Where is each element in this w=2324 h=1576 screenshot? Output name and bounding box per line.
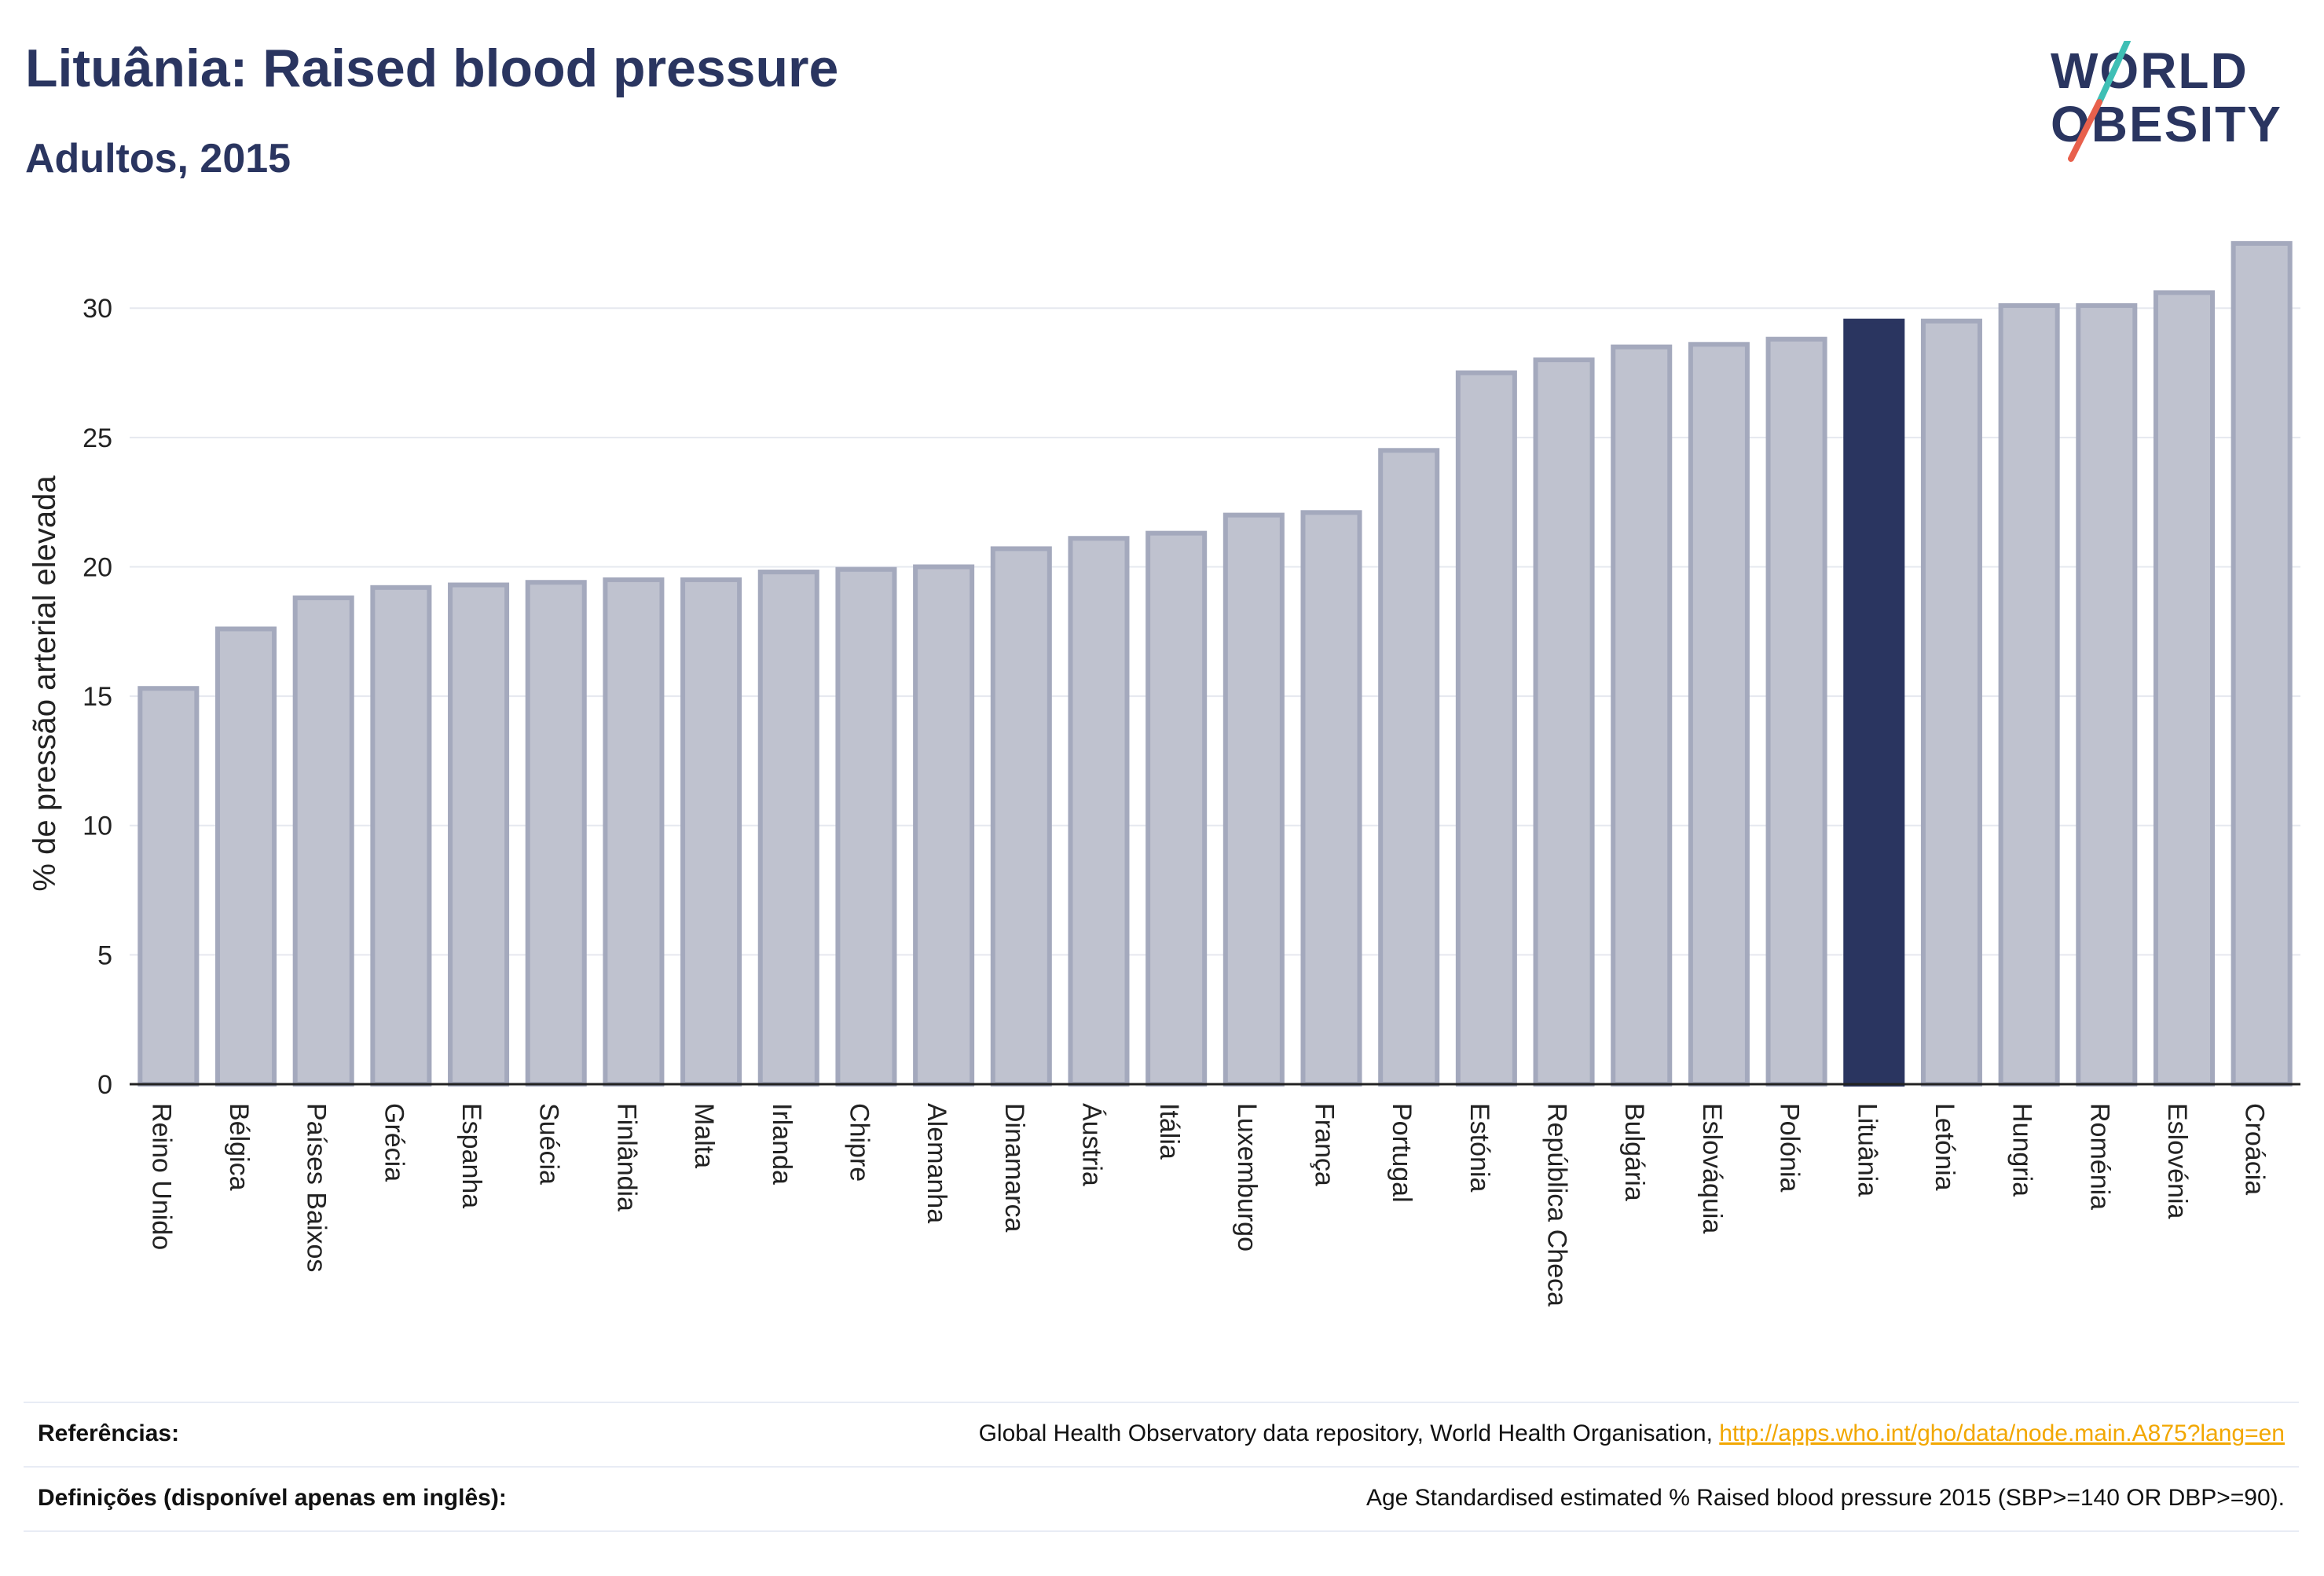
- x-tick-label: Países Baixos: [302, 1103, 332, 1272]
- bar-Lituânia[interactable]: [1843, 318, 1905, 1087]
- bar-Malta[interactable]: [680, 577, 742, 1087]
- bar-França[interactable]: [1300, 510, 1362, 1087]
- logo-slash-icon: [2068, 41, 2131, 162]
- chart-title: Lituânia: Raised blood pressure: [25, 38, 839, 98]
- x-tick-label: Roménia: [2084, 1103, 2114, 1210]
- bar-Eslováquia[interactable]: [1688, 342, 1750, 1087]
- bar-Luxemburgo[interactable]: [1222, 512, 1285, 1087]
- bar-Portugal[interactable]: [1378, 448, 1440, 1087]
- bar-chart: 0 5 10 15 20 25 30 Reino Unido Bélgica Países Ba…: [27, 240, 2300, 1307]
- references-text: Global Health Observatory data repositor…: [978, 1420, 1720, 1446]
- bar-Hungria[interactable]: [1998, 302, 2060, 1087]
- bar-Irlanda[interactable]: [757, 570, 819, 1087]
- x-tick-label: Malta: [689, 1103, 719, 1168]
- bar-Eslovénia[interactable]: [2153, 290, 2215, 1087]
- bars: [137, 240, 2293, 1087]
- x-tick-label: Croácia: [2240, 1103, 2270, 1195]
- x-tick-label: Reino Unido: [146, 1103, 176, 1250]
- bar-Espanha[interactable]: [448, 582, 510, 1087]
- x-tick-label: Áustria: [1076, 1103, 1106, 1186]
- x-tick-label: Dinamarca: [999, 1103, 1029, 1232]
- bar-Países Baixos[interactable]: [292, 595, 354, 1087]
- x-tick-label: Hungria: [2007, 1103, 2037, 1197]
- bar-Áustria[interactable]: [1068, 536, 1130, 1087]
- bar-Grécia[interactable]: [370, 585, 432, 1087]
- x-tick-label: Estónia: [1464, 1103, 1494, 1192]
- y-axis-ticks: 0 5 10 15 20 25 30: [82, 294, 112, 1100]
- x-tick-label: Alemanha: [922, 1103, 951, 1223]
- x-tick-label: Letónia: [1930, 1103, 1959, 1191]
- x-tick-label: França: [1310, 1103, 1340, 1186]
- references-label: Referências:: [38, 1420, 180, 1446]
- y-tick-label: 5: [97, 940, 112, 970]
- x-tick-label: Bulgária: [1619, 1103, 1649, 1201]
- x-tick-label: Bélgica: [224, 1103, 254, 1191]
- x-tick-label: Polónia: [1775, 1103, 1805, 1193]
- references-row: Referências: Global Health Observatory d…: [24, 1402, 2299, 1466]
- definitions-row: Definições (disponível apenas em inglês)…: [24, 1466, 2299, 1532]
- definitions-value: Age Standardised estimated % Raised bloo…: [1365, 1485, 2285, 1511]
- x-tick-label: Eslováquia: [1697, 1103, 1727, 1233]
- bar-República Checa[interactable]: [1533, 357, 1595, 1087]
- x-tick-label: Lituânia: [1852, 1103, 1882, 1197]
- x-tick-label: República Checa: [1542, 1103, 1572, 1307]
- bar-Roménia[interactable]: [2076, 302, 2138, 1087]
- bar-Dinamarca[interactable]: [990, 546, 1052, 1087]
- references-value: Global Health Observatory data repositor…: [979, 1420, 2285, 1447]
- bar-Letónia[interactable]: [1920, 318, 1982, 1087]
- y-tick-label: 20: [82, 552, 112, 582]
- y-tick-label: 25: [82, 423, 112, 453]
- x-tick-label: Itália: [1154, 1103, 1184, 1160]
- x-tick-label: Portugal: [1387, 1103, 1417, 1203]
- bar-Chipre[interactable]: [835, 566, 897, 1087]
- bar-Bulgária[interactable]: [1611, 344, 1673, 1087]
- bar-Finlândia[interactable]: [603, 577, 665, 1087]
- x-axis-labels: Reino Unido Bélgica Países Baixos Grécia Esp…: [146, 1103, 2269, 1307]
- x-tick-label: Grécia: [379, 1103, 409, 1182]
- bar-Bélgica[interactable]: [215, 626, 277, 1087]
- bar-Estónia[interactable]: [1455, 370, 1517, 1087]
- y-tick-label: 10: [82, 812, 112, 841]
- x-tick-label: Chipre: [844, 1103, 874, 1182]
- logo-text-world: WORLD: [2051, 42, 2249, 99]
- x-tick-label: Irlanda: [767, 1103, 797, 1185]
- bar-Alemanha[interactable]: [913, 564, 975, 1087]
- x-tick-label: Luxemburgo: [1232, 1103, 1262, 1252]
- x-tick-label: Espanha: [456, 1103, 486, 1208]
- x-tick-label: Finlândia: [611, 1103, 641, 1211]
- bar-Suécia[interactable]: [525, 580, 587, 1087]
- y-tick-label: 15: [82, 682, 112, 712]
- y-tick-label: 30: [82, 294, 112, 324]
- x-tick-label: Suécia: [534, 1103, 564, 1185]
- references-table: Referências: Global Health Observatory d…: [24, 1402, 2299, 1532]
- y-tick-label: 0: [97, 1070, 112, 1100]
- y-axis-label: % de pressão arterial elevada: [27, 475, 62, 892]
- world-obesity-logo[interactable]: WORLD OBESITY: [2051, 41, 2310, 167]
- bar-Croácia[interactable]: [2231, 240, 2293, 1087]
- bar-Itália[interactable]: [1146, 530, 1208, 1087]
- bar-Polónia[interactable]: [1765, 336, 1827, 1087]
- chart-subtitle: Adultos, 2015: [25, 136, 291, 181]
- x-tick-label: Eslovénia: [2162, 1103, 2192, 1219]
- references-link[interactable]: http://apps.who.int/gho/data/node.main.A…: [1719, 1420, 2285, 1446]
- bar-Reino Unido[interactable]: [137, 686, 200, 1087]
- definitions-label: Definições (disponível apenas em inglês)…: [38, 1485, 507, 1511]
